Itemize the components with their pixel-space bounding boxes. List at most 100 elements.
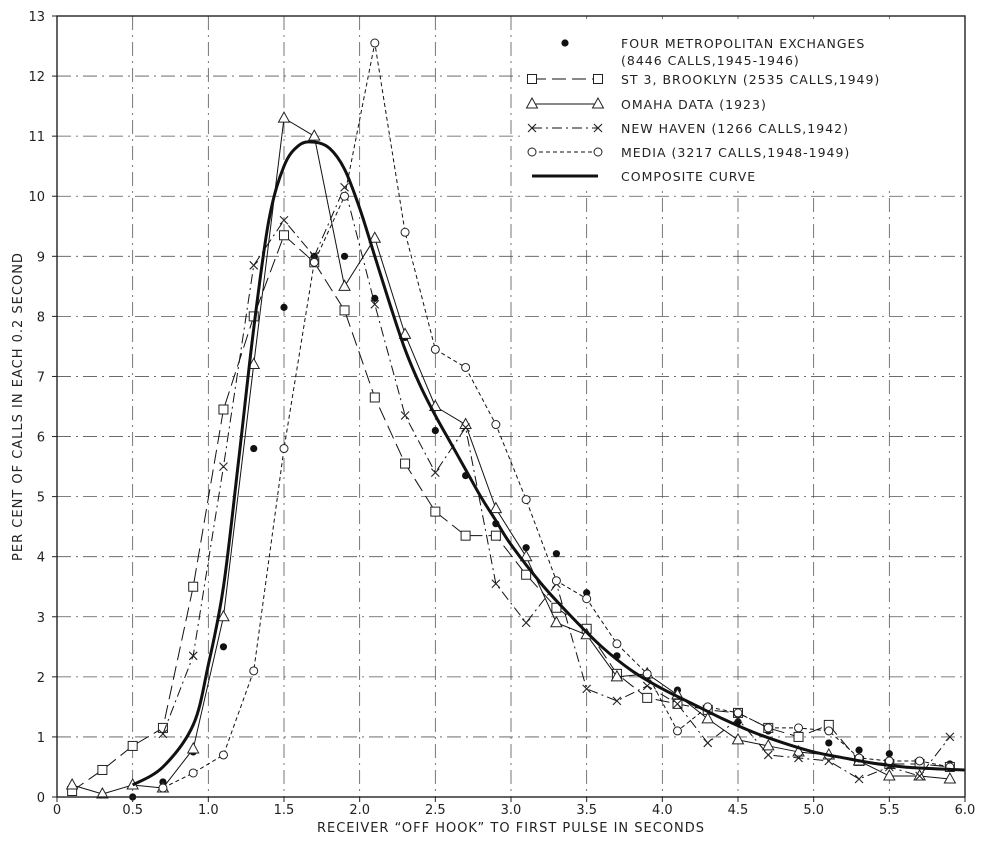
data-point xyxy=(400,411,410,420)
data-point xyxy=(855,746,863,754)
legend-marker xyxy=(525,96,539,109)
data-point xyxy=(249,260,259,270)
data-point xyxy=(280,303,288,311)
data-point xyxy=(489,501,503,514)
y-tick-label: 1 xyxy=(37,731,45,746)
data-point xyxy=(792,744,805,757)
data-point xyxy=(582,594,592,604)
data-point xyxy=(309,257,319,267)
data-point xyxy=(915,771,924,781)
data-point xyxy=(583,589,591,597)
data-point xyxy=(368,231,382,243)
y-tick-label: 12 xyxy=(28,70,45,85)
x-tick-label: 6.0 xyxy=(955,803,976,818)
data-point xyxy=(369,392,380,403)
data-point xyxy=(340,252,349,260)
data-point xyxy=(158,729,168,739)
data-point xyxy=(793,731,804,742)
data-point xyxy=(945,732,955,742)
data-point xyxy=(370,299,380,309)
data-point xyxy=(521,569,532,580)
data-point xyxy=(460,530,471,541)
y-tick-label: 9 xyxy=(37,250,45,265)
data-point xyxy=(186,741,200,754)
data-point xyxy=(642,669,652,679)
data-point xyxy=(279,215,289,225)
data-point xyxy=(217,609,230,622)
data-point xyxy=(882,768,896,781)
data-point xyxy=(673,699,682,709)
data-point xyxy=(854,774,864,784)
series-line xyxy=(71,117,950,795)
series-line xyxy=(131,140,966,787)
data-point xyxy=(610,669,624,682)
data-point xyxy=(370,38,380,48)
data-point xyxy=(430,506,441,517)
data-point xyxy=(915,756,925,766)
legend-label: NEW HAVEN (1266 CALLS,1942) xyxy=(621,121,849,136)
data-point xyxy=(763,723,773,733)
legend-label: ST 3, BROOKLYN (2535 CALLS,1949) xyxy=(621,72,880,87)
y-tick-label: 10 xyxy=(28,190,45,205)
legend-label-line2: (8446 CALLS,1945-1946) xyxy=(621,53,800,68)
data-point xyxy=(338,279,351,291)
data-point xyxy=(582,684,592,694)
x-tick-label: 5.0 xyxy=(803,803,824,818)
data-point xyxy=(701,711,715,724)
data-point xyxy=(339,305,350,316)
series-5 xyxy=(131,140,966,787)
y-tick-label: 7 xyxy=(37,370,45,385)
data-point xyxy=(550,615,563,628)
y-tick-label: 0 xyxy=(37,791,45,806)
data-point xyxy=(612,696,622,706)
data-point xyxy=(913,768,926,781)
data-point xyxy=(188,768,198,778)
data-point xyxy=(188,581,199,592)
x-tick-label: 4.5 xyxy=(728,803,749,818)
x-tick-label: 2.5 xyxy=(425,803,446,818)
data-point xyxy=(219,643,228,651)
x-tick-label: 5.5 xyxy=(879,803,900,818)
x-tick-label: 1.0 xyxy=(198,803,219,818)
legend-marker xyxy=(527,147,537,157)
x-axis-label: RECEIVER “OFF HOOK” TO FIRST PULSE IN SE… xyxy=(317,821,705,836)
data-point xyxy=(250,444,258,453)
data-point xyxy=(733,708,743,718)
data-point xyxy=(188,651,198,661)
y-tick-label: 5 xyxy=(37,491,45,506)
y-axis-label: PER CENT OF CALLS IN EACH 0.2 SECOND xyxy=(11,252,26,561)
legend-marker xyxy=(593,74,603,84)
x-tick-label: 0.5 xyxy=(122,803,143,818)
legend-marker xyxy=(593,147,603,157)
data-point xyxy=(521,495,531,505)
legend: FOUR METROPOLITAN EXCHANGES (8446 CALLS,1… xyxy=(523,19,963,191)
data-point xyxy=(824,756,834,766)
data-point xyxy=(824,726,834,736)
data-point xyxy=(763,750,773,760)
data-point xyxy=(519,549,533,562)
legend-entry-4: MEDIA (3217 CALLS,1948-1949) xyxy=(527,145,849,160)
series-line xyxy=(162,186,951,780)
legend-entry-0: FOUR METROPOLITAN EXCHANGES (8446 CALLS,1… xyxy=(561,36,864,68)
y-tick-label: 2 xyxy=(37,671,45,686)
data-point xyxy=(551,576,561,586)
data-point xyxy=(461,362,471,372)
data-point xyxy=(761,738,775,751)
y-tick-label: 3 xyxy=(37,611,45,626)
data-point xyxy=(459,417,472,430)
data-point xyxy=(307,129,321,141)
data-point xyxy=(96,786,109,799)
y-tick-label: 4 xyxy=(37,551,45,566)
data-point xyxy=(219,462,228,471)
x-tick-label: 1.5 xyxy=(274,803,295,818)
legend-marker xyxy=(527,123,537,133)
tick-labels: 0 0.5 1.0 1.5 2.0 2.5 3.0 3.5 4.0 4.5 5.0 5.5 6.0012… xyxy=(28,10,975,818)
legend-marker xyxy=(527,74,537,84)
data-point xyxy=(430,468,440,477)
x-tick-label: 0 xyxy=(53,803,61,818)
data-series xyxy=(65,38,966,801)
x-tick-label: 4.0 xyxy=(652,803,673,818)
data-point xyxy=(218,750,228,760)
data-point xyxy=(491,420,501,430)
data-point xyxy=(157,722,168,733)
